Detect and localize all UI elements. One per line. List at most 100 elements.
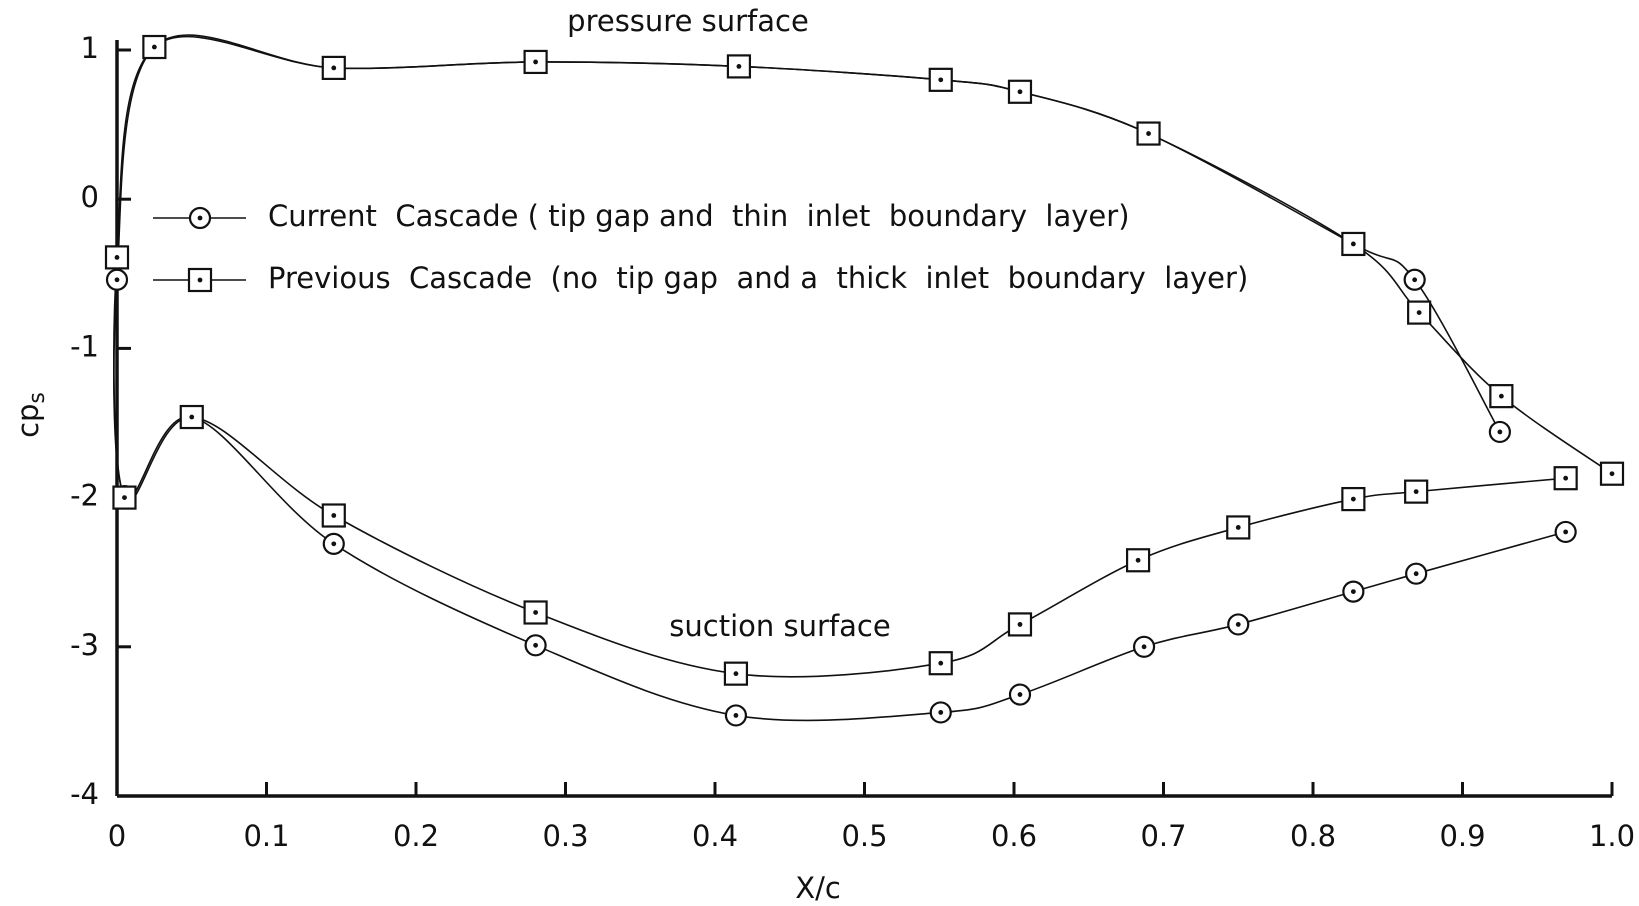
marker-dot xyxy=(197,277,203,283)
marker-dot xyxy=(733,713,739,718)
x-tick-label: 0 xyxy=(108,819,126,853)
x-tick-label: 0.2 xyxy=(393,819,439,853)
marker-dot xyxy=(1497,429,1503,435)
x-tick-label: 0.6 xyxy=(991,819,1037,853)
circle-marker xyxy=(929,701,952,724)
annotation: pressure surface xyxy=(567,4,809,38)
square-marker xyxy=(1136,121,1161,146)
square-marker xyxy=(321,503,346,528)
square-marker xyxy=(1341,231,1366,257)
marker-dot xyxy=(1563,475,1569,481)
circle-marker xyxy=(1403,268,1426,291)
y-tick-label: -1 xyxy=(70,329,99,363)
circle-marker xyxy=(1227,613,1250,636)
y-tick-label: -2 xyxy=(70,479,99,513)
square-marker xyxy=(179,404,204,430)
circle-marker xyxy=(1008,683,1032,706)
square-marker xyxy=(1599,461,1625,486)
circle-marker xyxy=(724,704,748,727)
marker-dot xyxy=(1563,529,1569,535)
square-marker xyxy=(1007,79,1033,104)
x-tick-label: 0.1 xyxy=(243,819,289,853)
marker-dot xyxy=(197,215,203,221)
marker-dot xyxy=(1350,589,1356,594)
square-marker xyxy=(1125,548,1151,573)
square-marker xyxy=(187,267,213,293)
marker-dot xyxy=(1416,310,1422,315)
circle-marker xyxy=(322,532,345,555)
y-axis-label-text: cps xyxy=(11,392,50,438)
marker-dot xyxy=(1498,393,1504,399)
marker-dot xyxy=(1609,471,1615,477)
marker-dot xyxy=(533,610,538,615)
circle-marker xyxy=(1132,635,1156,658)
marker-dot xyxy=(331,513,337,518)
marker-dot xyxy=(1235,622,1241,627)
square-marker xyxy=(112,485,137,510)
x-axis-label: X/c xyxy=(795,871,841,905)
marker-dot xyxy=(1135,557,1141,563)
marker-dot xyxy=(938,77,944,83)
circle-marker xyxy=(105,268,129,291)
x-tick-label: 0.4 xyxy=(692,819,738,853)
x-tick-label: 0.9 xyxy=(1439,819,1485,853)
marker-dot xyxy=(122,495,127,500)
marker-dot xyxy=(331,65,337,71)
marker-dot xyxy=(1235,525,1241,530)
marker-dot xyxy=(1141,644,1147,650)
y-label-main: cp xyxy=(11,404,45,438)
legend-label: Previous Cascade (no tip gap and a thick… xyxy=(268,261,1248,295)
y-axis-label: cps xyxy=(11,392,50,438)
circle-marker xyxy=(1342,580,1365,603)
annotation: suction surface xyxy=(669,609,890,643)
marker-dot xyxy=(1350,496,1356,502)
marker-dot xyxy=(736,64,742,69)
x-tick-label: 0.3 xyxy=(542,819,588,853)
marker-dot xyxy=(938,660,944,666)
square-marker xyxy=(1341,486,1366,512)
square-marker xyxy=(1404,479,1429,504)
marker-dot xyxy=(533,642,538,648)
square-marker xyxy=(1226,515,1251,540)
marker-dot xyxy=(533,59,538,65)
circle-marker xyxy=(1488,420,1511,444)
square-marker xyxy=(1489,384,1514,409)
square-marker xyxy=(928,67,953,92)
marker-dot xyxy=(114,254,120,260)
y-tick-label: -4 xyxy=(70,777,99,811)
x-tick-label: 0.8 xyxy=(1290,819,1336,853)
marker-dot xyxy=(1017,89,1023,95)
marker-dot xyxy=(1412,277,1418,283)
marker-dot xyxy=(733,671,739,677)
x-tick-label: 1.0 xyxy=(1589,819,1635,853)
marker-dot xyxy=(151,44,157,50)
square-marker xyxy=(104,245,130,270)
x-tick-label: 0.5 xyxy=(841,819,887,853)
y-tick-label: 0 xyxy=(81,180,99,214)
y-tick-label: 1 xyxy=(81,31,99,65)
circle-marker xyxy=(188,206,212,230)
circle-marker xyxy=(524,634,547,657)
marker-dot xyxy=(1413,571,1419,577)
circle-marker xyxy=(1554,520,1577,544)
marker-dot xyxy=(1017,622,1023,627)
square-marker xyxy=(928,651,953,676)
square-marker xyxy=(1007,612,1033,637)
series-line xyxy=(113,35,1613,678)
marker-dot xyxy=(1017,692,1023,697)
square-marker xyxy=(723,661,749,686)
marker-dot xyxy=(331,541,337,547)
circle-marker xyxy=(1405,562,1428,585)
square-marker xyxy=(1407,300,1432,325)
marker-dot xyxy=(1350,241,1356,247)
marker-dot xyxy=(1146,131,1151,136)
square-marker xyxy=(523,49,548,75)
square-marker xyxy=(321,55,346,81)
y-tick-label: -3 xyxy=(70,628,99,662)
square-marker xyxy=(1553,466,1578,491)
marker-dot xyxy=(114,277,120,283)
marker-dot xyxy=(189,414,195,420)
marker-dot xyxy=(1413,489,1419,495)
y-label-sub: s xyxy=(25,392,50,403)
